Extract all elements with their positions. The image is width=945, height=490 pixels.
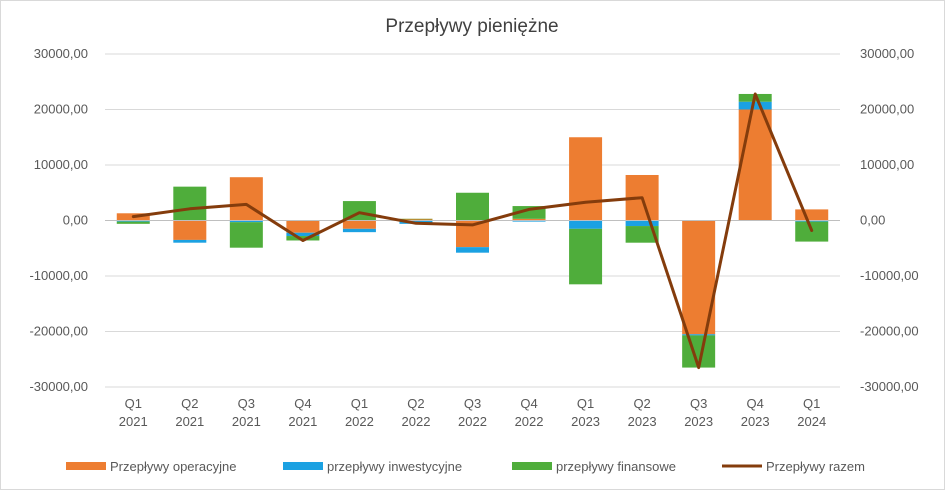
x-tick-label: Q2 [181,396,198,411]
x-tick-year: 2023 [684,414,713,429]
bar-przepływy-inwestycyjne [342,228,376,233]
x-tick-year: 2023 [741,414,770,429]
bar-przepływy-finansowe [456,192,489,221]
bar-przepływy-finansowe [399,218,433,220]
x-tick-label: Q3 [238,396,255,411]
y-tick-label: 10000,00 [34,157,88,172]
x-tick-label: Q1 [803,396,820,411]
x-tick-year: 2021 [232,414,261,429]
chart-title: Przepływy pieniężne [385,16,558,37]
y2-tick-label: 20000,00 [860,102,914,117]
bar-przepływy-inwestycyjne [569,220,603,229]
legend-label: Przepływy razem [766,459,865,474]
bar-przepływy-operacyjne [512,218,546,221]
bar-przepływy-operacyjne [795,209,829,221]
x-tick-year: 2021 [119,414,148,429]
bar-przepływy-inwestycyjne [286,232,320,237]
x-tick-label: Q1 [351,396,368,411]
x-tick-year: 2023 [571,414,600,429]
bar-przepływy-operacyjne [569,137,603,221]
bar-przepływy-operacyjne [399,218,433,221]
bar-przepływy-inwestycyjne [229,220,263,223]
y2-tick-label: -30000,00 [860,379,919,394]
bar-przepływy-operacyjne [229,177,263,221]
legend-label: przepływy inwestycyjne [327,459,462,474]
x-tick-label: Q3 [464,396,481,411]
bar-przepływy-operacyjne [342,220,376,229]
bar-przepływy-finansowe [625,226,659,243]
x-tick-year: 2024 [797,414,826,429]
x-tick-year: 2022 [458,414,487,429]
bar-przepływy-finansowe [569,228,603,285]
x-tick-label: Q3 [690,396,707,411]
y-tick-label: -10000,00 [29,268,88,283]
bar-przepływy-operacyjne [286,220,320,233]
x-tick-label: Q4 [747,396,764,411]
y2-tick-label: -20000,00 [860,324,919,339]
bar-przepływy-inwestycyjne [682,334,716,336]
y-tick-label: 0,00 [63,213,88,228]
bar-przepływy-finansowe [116,221,150,224]
bar-przepływy-inwestycyjne [795,220,829,222]
y2-tick-label: -10000,00 [860,268,919,283]
x-tick-label: Q4 [294,396,311,411]
x-tick-label: Q1 [577,396,594,411]
y-tick-label: -30000,00 [29,379,88,394]
x-tick-label: Q2 [633,396,650,411]
bar-przepływy-finansowe [286,236,320,241]
bar-przepływy-inwestycyjne [116,220,150,222]
x-tick-year: 2021 [288,414,317,429]
y2-tick-label: 30000,00 [860,46,914,61]
y2-tick-label: 10000,00 [860,157,914,172]
y-tick-label: 30000,00 [34,46,88,61]
bar-przepływy-inwestycyjne [738,101,772,110]
bar-przepływy-finansowe [173,186,207,221]
legend-swatch [512,462,552,470]
x-tick-year: 2022 [345,414,374,429]
x-tick-year: 2021 [175,414,204,429]
y2-tick-label: 0,00 [860,213,885,228]
legend-label: przepływy finansowe [556,459,676,474]
bar-przepływy-finansowe [229,222,263,248]
bar-przepływy-inwestycyjne [625,220,659,227]
x-tick-label: Q4 [520,396,537,411]
x-tick-year: 2023 [628,414,657,429]
bar-przepływy-inwestycyjne [456,247,489,253]
x-tick-label: Q1 [125,396,142,411]
legend-label: Przepływy operacyjne [110,459,236,474]
bar-przepływy-inwestycyjne [512,220,546,222]
x-tick-year: 2022 [515,414,544,429]
x-tick-label: Q2 [407,396,424,411]
bar-przepływy-operacyjne [173,220,207,240]
y-tick-label: -20000,00 [29,324,88,339]
y-tick-label: 20000,00 [34,102,88,117]
bar-przepływy-inwestycyjne [173,239,207,243]
legend-swatch [66,462,106,470]
legend-swatch [283,462,323,470]
bar-przepływy-operacyjne [738,109,772,221]
x-tick-year: 2022 [402,414,431,429]
